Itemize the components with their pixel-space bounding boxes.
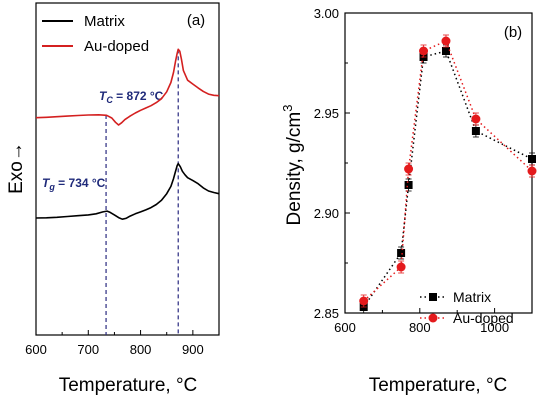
panel-b-y-axis-title: Density, g/cm3 (280, 105, 305, 226)
panel-a-legend: Matrix Au-doped (42, 13, 149, 55)
panel-a-legend-label-matrix: Matrix (84, 13, 125, 30)
panel-a-series-line-au-doped (35, 48, 220, 126)
panel-b-legend-swatch-au-doped-marker (428, 313, 438, 323)
panel-a-series (35, 48, 220, 220)
annotation-subscript: C (106, 95, 113, 105)
panel-b-x-tick-label: 800 (409, 320, 431, 335)
panel-b-point-au-doped (527, 166, 537, 176)
panel-b-y-tick-label: 2.95 (314, 106, 339, 121)
annotation-value: = 734 °C (55, 176, 106, 190)
panel-b-legend-swatch-matrix-marker (429, 293, 437, 301)
panel-a-series-line-matrix (35, 162, 220, 220)
panel-b-x-tick-label: 1000 (480, 320, 509, 335)
panel-a-annotations: Tg = 734 °CTC = 872 °C (42, 49, 179, 335)
panel-a-annotation-label-g: Tg = 734 °C (42, 176, 106, 192)
panel-a: (a) 600 700 800 900 Tg = 734 °CTC = 872 °C … (6, 2, 220, 396)
annotation-symbol: T (99, 89, 108, 103)
panel-b-y-tick-label: 2.90 (314, 206, 339, 221)
panel-a-x-tick-label: 700 (77, 342, 99, 357)
panel-b-series-line-au-doped (363, 39, 533, 302)
panel-a-label: (a) (187, 12, 205, 29)
panel-b-point-au-doped (419, 46, 429, 56)
panel-a-legend-label-au-doped: Au-doped (84, 38, 149, 55)
panel-b-y-axis-title-text: Density, g/cm (284, 112, 305, 226)
panel-b-series-line-matrix (363, 50, 533, 308)
panel-a-annotation-label-C: TC = 872 °C (99, 89, 164, 105)
panel-b-point-au-doped (404, 164, 414, 174)
panel-b-point-au-doped (471, 114, 481, 124)
panel-b-label: (b) (504, 24, 522, 41)
panel-b-series (359, 34, 537, 314)
panel-b-y-tick-label: 3.00 (314, 6, 339, 21)
panel-b-point-matrix (441, 47, 450, 55)
panel-b-point-au-doped (441, 36, 451, 46)
panel-b-point-matrix (471, 127, 480, 135)
panel-b-point-matrix (404, 181, 413, 189)
panel-b-x-axis-title: Temperature, °C (369, 375, 508, 396)
panel-a-x-ticks: 600 700 800 900 (25, 330, 204, 357)
panel-a-x-tick-label: 600 (25, 342, 47, 357)
annotation-subscript: g (48, 182, 55, 192)
annotation-symbol: T (42, 176, 51, 190)
panel-b-point-au-doped (359, 296, 369, 306)
panel-b-y-ticks: 2.85 2.90 2.95 3.00 (314, 6, 350, 321)
panel-b-legend-label-au-doped: Au-doped (453, 310, 514, 326)
panel-a-x-tick-label: 800 (130, 342, 152, 357)
panel-b-point-au-doped (396, 262, 406, 272)
panel-b-point-matrix (397, 249, 406, 257)
panel-b-point-matrix (528, 155, 536, 163)
panel-b-legend-label-matrix: Matrix (453, 289, 491, 305)
panel-b-x-tick-label: 600 (334, 320, 356, 335)
panel-b-plot-frame (344, 12, 533, 314)
panel-b-y-axis-title-superscript: 3 (280, 105, 295, 112)
panel-a-x-tick-label: 900 (182, 342, 204, 357)
panel-a-x-axis-title: Temperature, °C (59, 375, 198, 396)
panel-a-y-axis-title: Exo→ (6, 142, 27, 194)
panel-b-y-tick-label: 2.85 (314, 306, 339, 321)
panel-b-legend: Matrix Au-doped (420, 289, 514, 326)
panel-a-plot-frame (35, 2, 220, 336)
panel-b-x-ticks: 600 800 1000 (334, 308, 509, 335)
panel-b: (b) 600 800 1000 2.85 2.90 2.95 3.00 Matrix A… (280, 6, 537, 396)
annotation-value: = 872 °C (113, 89, 164, 103)
